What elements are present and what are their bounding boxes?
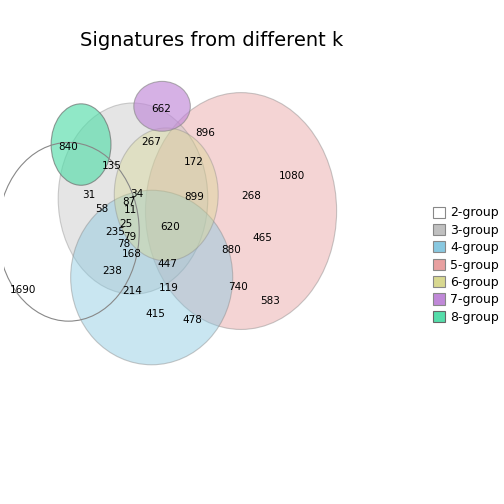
Text: 1080: 1080: [279, 171, 305, 181]
Text: 235: 235: [105, 227, 125, 237]
Ellipse shape: [71, 190, 233, 365]
Ellipse shape: [146, 93, 337, 330]
Text: 620: 620: [160, 222, 180, 232]
Text: 268: 268: [241, 191, 261, 201]
Text: 135: 135: [102, 161, 122, 171]
Text: 87: 87: [122, 197, 136, 207]
Text: 447: 447: [158, 259, 177, 269]
Text: 415: 415: [145, 308, 165, 319]
Text: 119: 119: [159, 283, 178, 293]
Text: 25: 25: [119, 219, 133, 228]
Text: 79: 79: [123, 232, 136, 242]
Text: 896: 896: [196, 129, 215, 138]
Text: 11: 11: [124, 205, 138, 215]
Text: 172: 172: [184, 157, 204, 167]
Text: 840: 840: [58, 142, 78, 152]
Text: 214: 214: [122, 286, 142, 296]
Ellipse shape: [58, 103, 208, 294]
Text: 583: 583: [260, 296, 280, 306]
Text: 1690: 1690: [10, 285, 36, 295]
Text: 34: 34: [131, 190, 144, 200]
Text: 740: 740: [228, 283, 247, 292]
Title: Signatures from different k: Signatures from different k: [80, 31, 344, 50]
Text: 267: 267: [142, 138, 162, 148]
Text: 238: 238: [102, 266, 122, 276]
Ellipse shape: [114, 128, 218, 261]
Text: 899: 899: [184, 193, 205, 202]
Text: 58: 58: [96, 205, 109, 214]
Ellipse shape: [51, 104, 111, 185]
Text: 662: 662: [151, 104, 171, 114]
Ellipse shape: [134, 81, 191, 131]
Text: 465: 465: [253, 233, 272, 243]
Text: 168: 168: [122, 249, 142, 259]
Text: 31: 31: [82, 190, 95, 200]
Text: 478: 478: [182, 316, 202, 325]
Text: 78: 78: [117, 239, 131, 249]
Legend: 2-group, 3-group, 4-group, 5-group, 6-group, 7-group, 8-group: 2-group, 3-group, 4-group, 5-group, 6-gr…: [430, 204, 501, 326]
Text: 880: 880: [221, 244, 240, 255]
